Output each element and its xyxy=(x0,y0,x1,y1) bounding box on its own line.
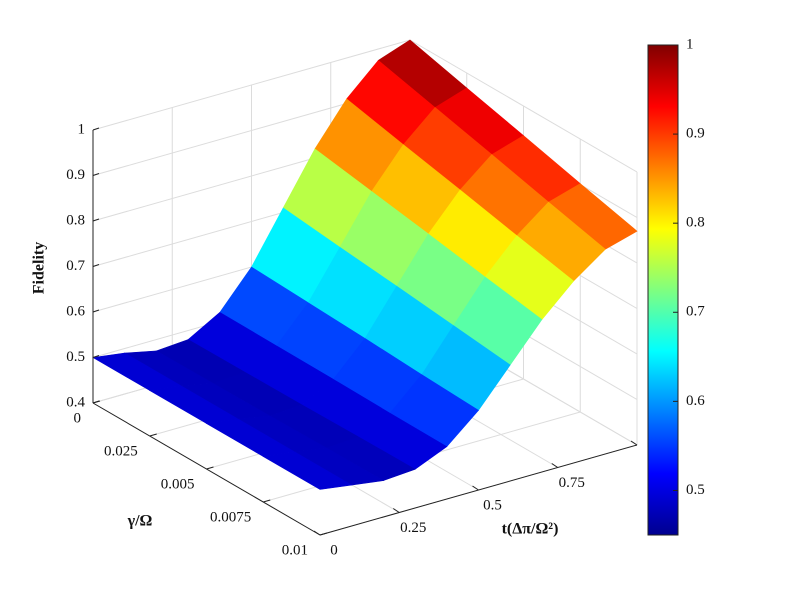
colorbar-tick-label: 0.9 xyxy=(686,126,705,142)
y-tick-label: 0 xyxy=(74,410,82,426)
z-tick-label: 0.8 xyxy=(66,212,85,228)
y-tick-label: 0.025 xyxy=(104,443,138,459)
x-tick-label: 0 xyxy=(330,542,338,558)
colorbar-tick-label: 0.5 xyxy=(686,482,705,498)
grid-line xyxy=(92,39,411,131)
z-tick-label: 1 xyxy=(78,121,86,137)
tick-mark xyxy=(263,499,271,503)
surface-patch xyxy=(262,451,353,490)
x-tick-label: 0.5 xyxy=(483,497,502,513)
z-tick-label: 0.5 xyxy=(66,349,85,365)
tick-mark xyxy=(92,355,100,358)
tick-mark xyxy=(472,485,479,491)
z-tick-label: 0.4 xyxy=(66,394,85,410)
colorbar-tick-label: 0.7 xyxy=(686,304,705,320)
tick-mark xyxy=(92,127,100,131)
grid-line xyxy=(409,39,638,173)
z-tick-label: 0.7 xyxy=(66,258,85,274)
x-tick-label: 0.75 xyxy=(559,475,585,491)
tick-mark xyxy=(92,309,100,313)
tick-mark xyxy=(149,433,157,437)
tick-mark xyxy=(92,173,100,176)
y-tick-label: 0.01 xyxy=(282,542,308,558)
z-axis-label: Fidelity xyxy=(31,242,48,294)
tick-mark xyxy=(319,532,328,536)
tick-mark xyxy=(92,218,100,222)
z-tick-label: 0.6 xyxy=(66,303,85,319)
tick-mark xyxy=(551,463,559,468)
colorbar-tick-label: 0.8 xyxy=(686,215,705,231)
x-tick-label: 0.25 xyxy=(400,520,426,536)
x-axis-label: t(Δπ/Ω²) xyxy=(502,521,559,538)
axes: 0.4 0.5 0.6 0.7 0.8 0.9 1 0 0.025 0.005 0.0075 0.01… xyxy=(66,36,705,558)
z-tick-label: 0.9 xyxy=(66,167,85,183)
y-tick-label: 0.005 xyxy=(161,476,195,492)
colorbar-tick-label: 0.6 xyxy=(686,393,705,409)
y-tick-label: 0.0075 xyxy=(210,509,251,525)
tick-mark xyxy=(92,400,101,404)
tick-mark xyxy=(313,530,321,536)
colorbar xyxy=(647,44,679,536)
tick-mark xyxy=(392,508,400,513)
surface xyxy=(92,39,638,490)
colorbar-tick-label: 1 xyxy=(686,36,694,52)
y-axis-label: γ/Ω xyxy=(127,513,153,530)
tick-mark xyxy=(92,264,100,267)
tick-mark xyxy=(206,466,214,470)
tick-mark xyxy=(630,440,638,446)
